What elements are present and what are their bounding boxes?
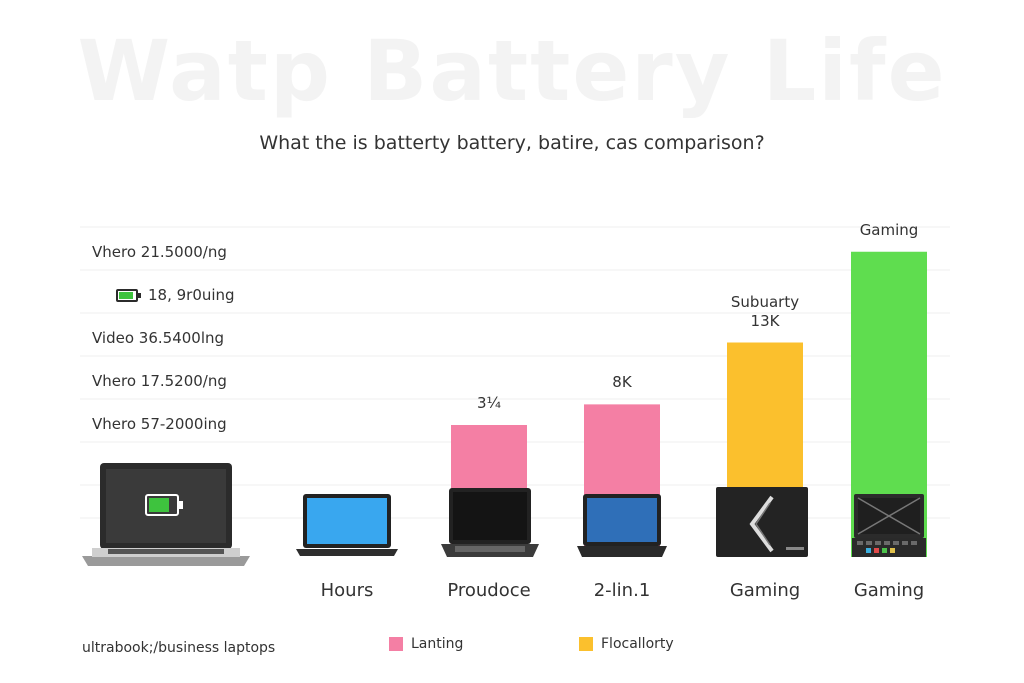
category-label: Gaming [729,580,801,601]
chart-subtitle: What the is batterty battery, batire, ca… [259,132,765,154]
row-label: Vhero 57-2000ing [92,415,227,433]
footer-note: ultrabook;/business laptops [82,640,276,656]
legend-label: Lanting [411,636,464,652]
bar-value-label: Gaming [859,220,919,239]
row-label-with-battery: 18, 9r0uing [104,286,235,304]
gaming-laptop-icon [852,494,926,557]
laptop-battery-icon [82,463,250,566]
category-label: Gaming [853,580,925,601]
category-label: 2-lin.1 [593,580,651,601]
laptop-icon [577,494,667,557]
battery-icon [116,288,141,302]
laptop-icon [296,494,398,556]
legend-label: Flocallorty [601,636,674,652]
gaming-laptop-icon [716,487,808,557]
category-label: Hours [320,580,374,601]
watermark-title: Watp Battery Life [77,22,947,120]
legend-item: Lanting [389,636,463,652]
legend-swatch [579,637,593,651]
category-label: Proudoce [447,580,531,601]
row-label: Video 36.5400lng [92,329,225,347]
bar-value-label: 8K [612,373,632,392]
row-label: Vhero 21.5000/ng [92,243,227,261]
bar-value-label: Subuarty 13K [730,292,800,330]
legend-swatch [389,637,403,651]
bar-value-label: 3¼ [476,394,502,412]
laptop-icon [441,488,539,557]
legend-item: Flocallorty [579,636,674,652]
row-label: 18, 9r0uing [148,286,235,304]
row-label: Vhero 17.5200/ng [92,372,227,390]
